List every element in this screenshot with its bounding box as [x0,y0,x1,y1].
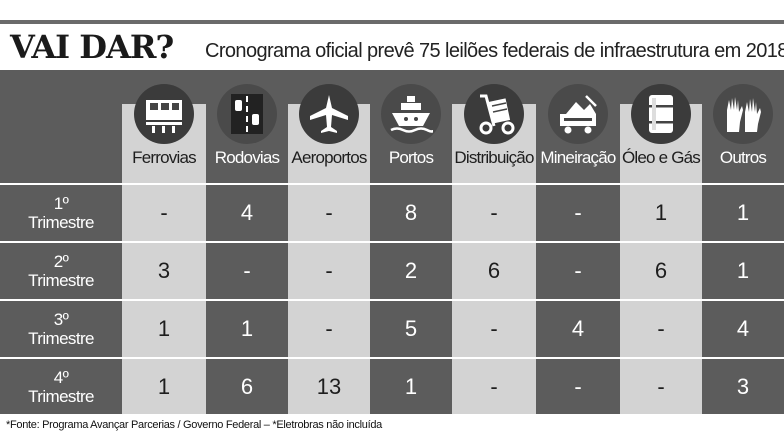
column-label: Mineiração [540,148,616,167]
table-cell: - [574,257,582,283]
table-cell: 4 [736,315,750,341]
table-cell: 6 [452,243,536,298]
table-cell: 1 [122,301,206,356]
table-cell: 3 [736,373,750,399]
column-label: Aeroportos [291,148,367,167]
row-label: 4º Trimestre [0,359,122,414]
table-cell: - [452,185,536,240]
table-cell: - [288,301,370,356]
table-cell: 1 [736,199,750,225]
table-cell: 6 [240,373,254,399]
column-header-ferrovias: Ferrovias [122,70,206,184]
column-label: Outros [719,148,767,167]
schedule-table: Ferrovias Rodovias Aeroportos Portos Distrib… [0,70,784,414]
table-cell: 1 [240,315,254,341]
table-cell: 1 [736,257,750,283]
table-cell: - [288,185,370,240]
row-divider [0,357,784,359]
column-header-mineira--o: Mineiração [536,70,620,184]
row-label-period: Trimestre [28,212,94,232]
subtitle: Cronograma oficial prevê 75 leilões fede… [205,40,784,62]
row-divider [0,241,784,243]
column-label: Óleo e Gás [622,148,701,167]
table-cell: 1 [404,373,418,399]
top-rule [0,20,784,24]
table-cell: 4 [571,315,585,341]
highway-icon [217,84,277,144]
hand-truck-icon [464,84,524,144]
table-cell: - [288,243,370,298]
column-header--leo-e-g-s: Óleo e Gás [620,70,702,184]
ship-icon [381,84,441,144]
row-label-number: 4º [53,367,69,387]
column-header-aeroportos: Aeroportos [288,70,370,184]
table-cell: 13 [288,359,370,414]
table-cell: - [574,373,582,399]
mine-cart-icon [548,84,608,144]
title-row: VAI DAR? Cronograma oficial prevê 75 lei… [0,24,784,70]
table-cell: - [574,199,582,225]
table-cell: 6 [620,243,702,298]
table-cell: - [452,301,536,356]
table-cell: 8 [404,199,418,225]
row-divider [0,183,784,185]
table-cell: 1 [620,185,702,240]
table-cell: - [243,257,251,283]
row-label: 3º Trimestre [0,301,122,356]
source-footnote: *Fonte: Programa Avançar Parcerias / Gov… [6,419,382,431]
row-label: 2º Trimestre [0,243,122,298]
headline: VAI DAR? [10,28,174,66]
table-cell: 5 [404,315,418,341]
column-label: Rodovias [214,148,280,167]
row-label-period: Trimestre [28,270,94,290]
row-label: 1º Trimestre [0,185,122,240]
table-cell: - [122,185,206,240]
column-header-distribui--o: Distribuição [452,70,536,184]
table-cell: 4 [240,199,254,225]
column-header-outros: Outros [702,70,784,184]
column-header-rodovias: Rodovias [206,70,288,184]
oil-barrel-icon [631,84,691,144]
row-divider [0,299,784,301]
row-label-number: 2º [53,251,69,271]
row-label-period: Trimestre [28,328,94,348]
table-cell: 1 [122,359,206,414]
raised-hands-icon [713,84,773,144]
row-label-number: 1º [53,193,69,213]
airplane-icon [299,84,359,144]
table-cell: - [620,301,702,356]
row-label-period: Trimestre [28,386,94,406]
column-label: Distribuição [454,148,534,167]
table-cell: 3 [122,243,206,298]
train-icon [134,84,194,144]
column-label: Ferrovias [132,148,196,167]
table-cell: - [452,359,536,414]
column-header-portos: Portos [370,70,452,184]
column-label: Portos [388,148,434,167]
table-cell: - [620,359,702,414]
table-cell: 2 [404,257,418,283]
row-label-number: 3º [53,309,69,329]
